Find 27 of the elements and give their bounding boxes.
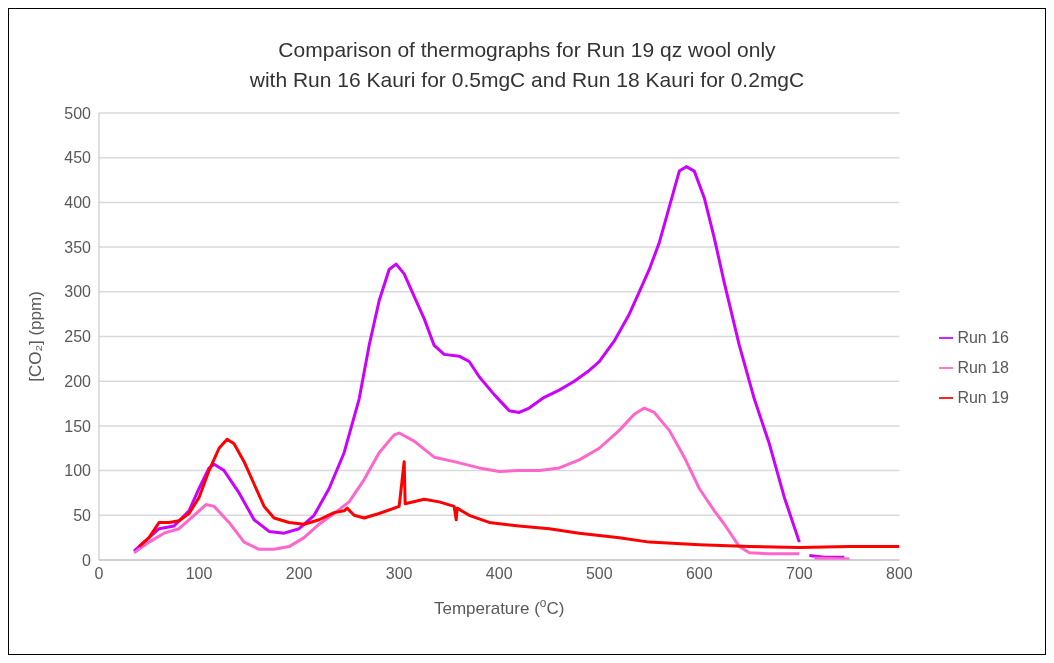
y-tick-label: 250 — [64, 328, 92, 346]
x-tick-label: 100 — [185, 565, 213, 583]
x-tick-label: 300 — [385, 565, 413, 583]
y-tick-label: 200 — [64, 372, 92, 390]
line-series — [137, 437, 900, 549]
y-tick-label: 450 — [64, 149, 92, 167]
y-tick-label: 50 — [73, 506, 92, 524]
y-tick-label: 100 — [64, 462, 92, 480]
legend-label: Run 18 — [957, 358, 1009, 376]
y-tick-label: 350 — [64, 238, 92, 256]
legend-label: Run 16 — [957, 328, 1009, 346]
y-tick-label: 500 — [64, 104, 92, 122]
x-tick-label: 400 — [485, 565, 513, 583]
x-tick-label: 800 — [886, 565, 913, 583]
x-axis-title: Temperature ($^{o}$C) — [434, 596, 565, 618]
y-tick-label: 150 — [64, 417, 92, 435]
x-tick-label: 500 — [585, 565, 613, 583]
legend-label: Run 19 — [957, 388, 1009, 406]
x-tick-label: 0 — [94, 565, 104, 583]
x-tick-label: 600 — [685, 565, 713, 583]
y-tick-label: 0 — [82, 551, 92, 569]
x-tick-label: 700 — [786, 565, 813, 583]
y-axis-title: [CO₂] (ppm) — [26, 291, 45, 382]
y-tick-label: 300 — [64, 283, 92, 301]
x-tick-label: 200 — [285, 565, 313, 583]
y-tick-label: 400 — [64, 194, 92, 212]
chart-title: Comparison of thermographs for Run 19 qz wool only with Run 16 Kauri for 0.5mgC and Run 18 Kauri for 0.2mgC — [248, 37, 806, 93]
